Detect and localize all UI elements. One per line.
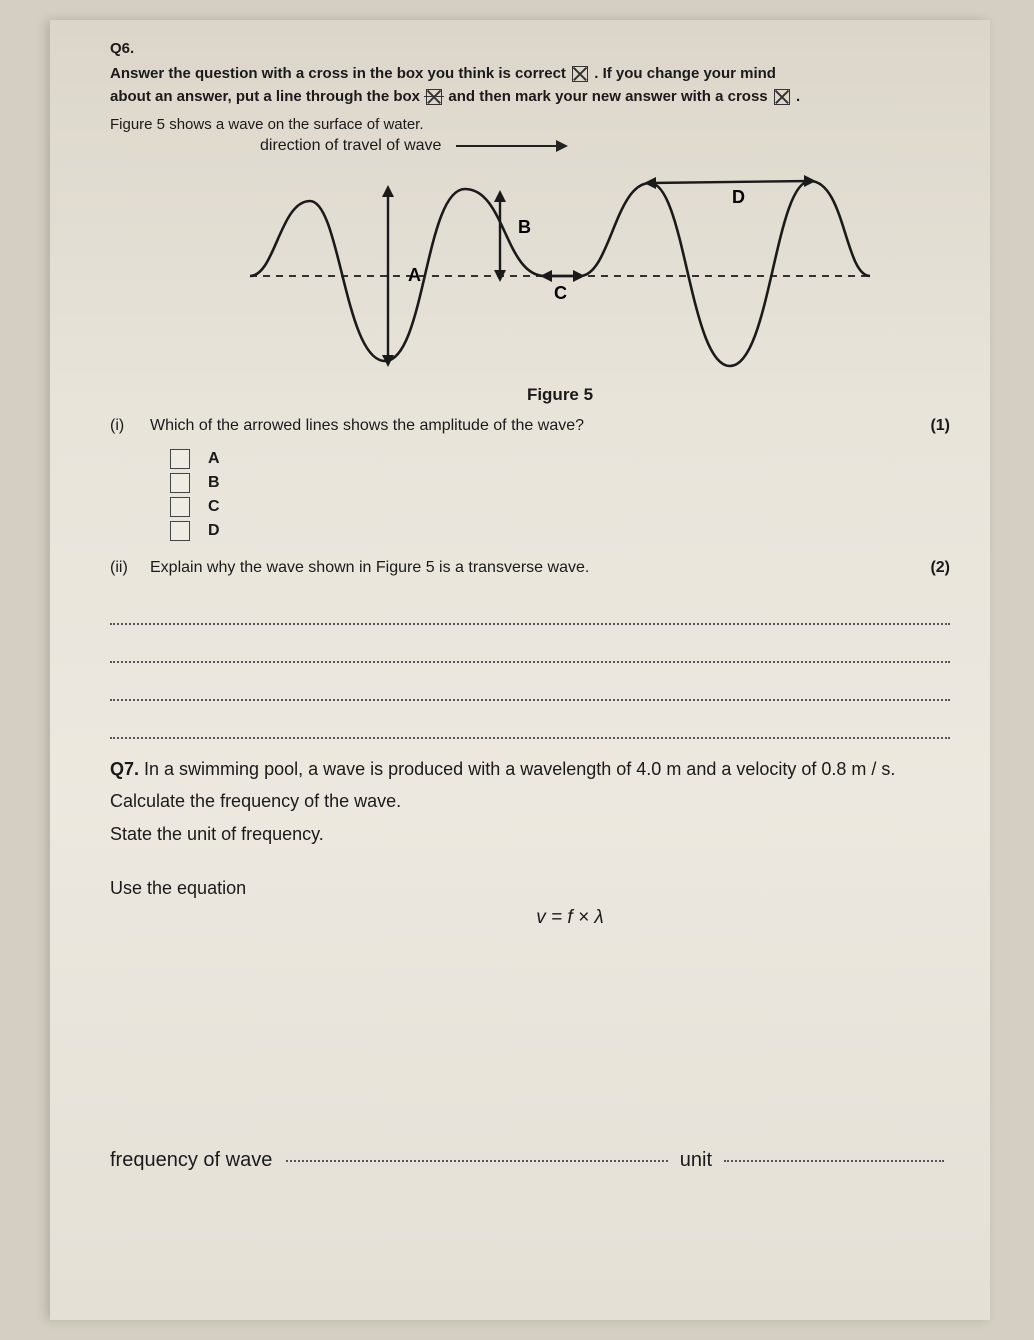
label-b: B — [518, 217, 531, 237]
option-a-label: A — [208, 450, 220, 468]
part-ii-num: (ii) — [110, 559, 150, 577]
label-a: A — [408, 265, 421, 285]
part-ii-marks: (2) — [910, 559, 950, 577]
unit-label: unit — [680, 1149, 712, 1172]
instruction-text-1: Answer the question with a cross in the … — [110, 65, 566, 82]
option-b-label: B — [208, 474, 220, 492]
direction-label: direction of travel of wave — [260, 137, 441, 155]
checkbox-d[interactable] — [170, 521, 190, 541]
wave-path — [250, 181, 870, 366]
part-i-marks: (1) — [910, 417, 950, 435]
label-d: D — [732, 187, 745, 207]
arrow-b-head-down — [494, 270, 506, 282]
arrow-a-head-up — [382, 185, 394, 197]
checkbox-c[interactable] — [170, 497, 190, 517]
frequency-label: frequency of wave — [110, 1149, 272, 1172]
option-c[interactable]: C — [170, 497, 950, 517]
q7-text2: Calculate the frequency of the wave. — [110, 791, 401, 811]
cross-box-icon-2 — [774, 89, 790, 105]
option-a[interactable]: A — [170, 449, 950, 469]
unit-blank[interactable] — [724, 1160, 944, 1162]
q6-label: Q6. — [110, 40, 950, 57]
figure-intro: Figure 5 shows a wave on the surface of … — [110, 116, 950, 133]
part-ii-text: Explain why the wave shown in Figure 5 i… — [150, 559, 910, 577]
option-b[interactable]: B — [170, 473, 950, 493]
option-c-label: C — [208, 498, 220, 516]
q6-part-ii: (ii) Explain why the wave shown in Figur… — [110, 559, 950, 577]
instruction-text-2a: about an answer, put a line through the … — [110, 88, 420, 105]
instruction-text-2b: and then mark your new answer with a cro… — [448, 88, 767, 105]
cross-box-icon — [572, 66, 588, 82]
q7-text1: In a swimming pool, a wave is produced w… — [144, 759, 895, 779]
q7: Q7. In a swimming pool, a wave is produc… — [110, 753, 950, 850]
q6-part-i: (i) Which of the arrowed lines shows the… — [110, 417, 950, 435]
figure-5: A B C D — [240, 161, 880, 381]
arrow-c-head-left — [540, 270, 552, 282]
label-c: C — [554, 283, 567, 303]
answer-line-3[interactable] — [110, 671, 950, 701]
options-list: A B C D — [170, 449, 950, 541]
figure-caption: Figure 5 — [170, 385, 950, 405]
frequency-answer-row: frequency of wave unit — [110, 1149, 950, 1172]
arrow-d-line — [650, 181, 810, 183]
direction-arrow-icon — [456, 145, 566, 147]
arrow-b-head-up — [494, 190, 506, 202]
answer-line-1[interactable] — [110, 595, 950, 625]
option-d[interactable]: D — [170, 521, 950, 541]
q6-instruction: Answer the question with a cross in the … — [110, 63, 950, 108]
q7-label: Q7. — [110, 759, 139, 779]
answer-lines[interactable] — [110, 595, 950, 739]
line-through-box-icon — [426, 89, 442, 105]
wave-diagram: A B C D — [240, 161, 880, 381]
part-i-num: (i) — [110, 417, 150, 435]
part-i-text: Which of the arrowed lines shows the amp… — [150, 417, 910, 435]
frequency-blank[interactable] — [286, 1160, 667, 1162]
worksheet-page: Q6. Answer the question with a cross in … — [50, 20, 990, 1320]
q7-text3: State the unit of frequency. — [110, 824, 324, 844]
option-d-label: D — [208, 522, 220, 540]
arrow-c-head-right — [573, 270, 585, 282]
answer-line-2[interactable] — [110, 633, 950, 663]
instruction-text-1b: . If you change your mind — [594, 65, 776, 82]
formula: v = f × λ — [190, 907, 950, 929]
checkbox-a[interactable] — [170, 449, 190, 469]
direction-row: direction of travel of wave — [110, 133, 950, 155]
answer-line-4[interactable] — [110, 709, 950, 739]
arrow-d-head-left — [644, 177, 656, 189]
arrow-d-head-right — [804, 175, 816, 187]
use-equation-label: Use the equation — [110, 878, 950, 899]
checkbox-b[interactable] — [170, 473, 190, 493]
